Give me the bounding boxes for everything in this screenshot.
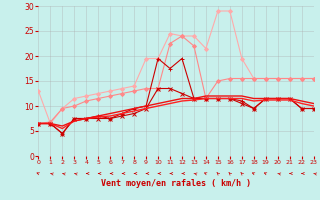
X-axis label: Vent moyen/en rafales ( km/h ): Vent moyen/en rafales ( km/h ) [101,179,251,188]
